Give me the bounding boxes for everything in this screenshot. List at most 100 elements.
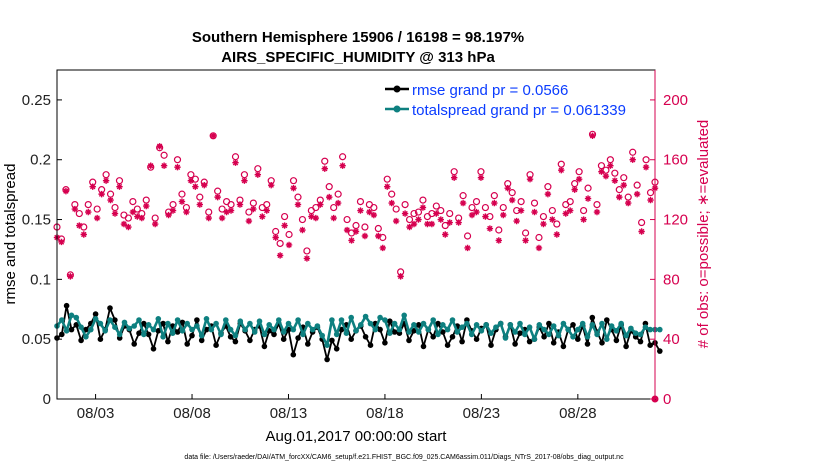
- obs-evaluated-point: [76, 222, 83, 229]
- y-left-tick-label: 0.25: [22, 92, 51, 109]
- rmse-series-point: [560, 343, 567, 350]
- obs-evaluated-point: [450, 174, 458, 181]
- obs-evaluated-point: [357, 207, 364, 214]
- spread-series-point: [401, 312, 408, 319]
- spread-series-point: [642, 324, 649, 331]
- rmse-series-point: [261, 343, 268, 350]
- obs-evaluated-point: [209, 132, 217, 139]
- obs-possible-point: [405, 215, 414, 224]
- spread-series-point: [560, 320, 567, 327]
- obs-evaluated-point: [93, 214, 101, 222]
- obs-possible-point: [571, 180, 579, 188]
- rmse-series-point: [131, 341, 137, 347]
- spread-series-point: [502, 335, 509, 341]
- obs-possible-point: [414, 208, 423, 216]
- obs-possible-point: [624, 193, 632, 201]
- spread-series-point: [63, 328, 70, 334]
- spread-series-point: [237, 318, 244, 325]
- obs-evaluated-point: [263, 207, 270, 214]
- obs-evaluated-point: [156, 143, 163, 150]
- rmse-series-point: [348, 336, 355, 343]
- obs-evaluated-point: [312, 214, 320, 222]
- spread-series-point: [473, 322, 480, 328]
- spread-series-point: [531, 336, 538, 343]
- obs-evaluated-point: [67, 273, 74, 280]
- spread-series-point: [570, 334, 576, 340]
- obs-possible-point: [499, 203, 507, 212]
- spread-series-point: [594, 331, 600, 338]
- spread-series-point: [198, 332, 205, 339]
- chart-title-line1: Southern Hemisphere 15906 / 16198 = 98.1…: [192, 29, 524, 46]
- obs-evaluated-point: [85, 208, 92, 216]
- rmse-series-point: [324, 356, 330, 363]
- obs-evaluated-point: [254, 171, 262, 178]
- spread-series-point: [507, 322, 514, 328]
- obs-possible-point: [115, 177, 124, 185]
- rmse-series-point: [150, 346, 157, 352]
- x-tick-label: 08/03: [77, 405, 115, 422]
- spread-series-point: [353, 328, 359, 334]
- spread-series-point: [68, 312, 75, 319]
- obs-evaluated-point: [442, 231, 449, 238]
- rmse-series-point: [411, 328, 417, 334]
- spread-series-point: [150, 326, 157, 333]
- obs-evaluated-point: [236, 201, 244, 208]
- obs-possible-point: [459, 192, 467, 200]
- rmse-series-point: [329, 337, 335, 344]
- obs-evaluated-point: [107, 196, 114, 204]
- obs-possible-point: [272, 227, 280, 236]
- spread-series-point: [189, 326, 195, 333]
- obs-possible-point: [129, 198, 137, 206]
- spread-series-point: [121, 319, 128, 326]
- obs-possible-point: [124, 214, 133, 222]
- rmse-series-point: [290, 351, 297, 358]
- obs-possible-point: [633, 181, 641, 189]
- rmse-series-point: [160, 320, 166, 327]
- obs-possible-point: [196, 193, 204, 201]
- obs-evaluated-point: [339, 162, 346, 169]
- spread-series-point: [112, 324, 118, 331]
- rmse-series-point: [179, 319, 186, 326]
- obs-evaluated-point: [241, 177, 248, 184]
- rmse-series-point: [367, 342, 374, 349]
- spread-series-point: [169, 330, 176, 337]
- spread-series-point: [194, 323, 200, 329]
- obs-evaluated-point: [125, 223, 132, 231]
- rmse-series-point: [420, 343, 427, 350]
- obs-evaluated-point: [607, 162, 614, 169]
- obs-possible-point: [84, 200, 92, 209]
- spread-series-point: [478, 328, 485, 334]
- spread-series-point: [136, 317, 142, 323]
- rmse-series-point: [623, 343, 629, 350]
- obs-possible-point: [629, 148, 637, 156]
- legend: rmse grand pr = 0.0566 totalspread grand…: [382, 76, 650, 122]
- spread-series-point: [276, 317, 282, 323]
- rmse-series-point: [112, 317, 118, 323]
- x-axis-label: Aug.01,2017 00:00:00 start: [266, 428, 448, 445]
- rmse-series-point: [657, 348, 663, 354]
- obs-possible-point: [93, 205, 101, 213]
- spread-series-point: [623, 332, 629, 339]
- rmse-series-point: [141, 320, 147, 327]
- rmse-series-point: [526, 338, 533, 345]
- obs-evaluated-point: [89, 183, 96, 190]
- obs-evaluated-point: [348, 237, 355, 244]
- obs-evaluated-point: [58, 238, 65, 246]
- obs-possible-point: [517, 198, 525, 206]
- spread-series-point: [579, 320, 586, 327]
- spread-series-point: [174, 317, 181, 323]
- obs-possible-point: [75, 209, 83, 218]
- obs-evaluated-point: [392, 217, 400, 225]
- obs-possible-point: [142, 196, 150, 204]
- obs-evaluated-point: [647, 196, 654, 204]
- spread-series-point: [444, 326, 451, 333]
- obs-evaluated-point: [178, 198, 186, 205]
- obs-evaluated-point: [196, 201, 204, 208]
- spread-series-point: [618, 320, 624, 327]
- obs-possible-point: [477, 168, 485, 176]
- obs-evaluated-point: [330, 214, 337, 222]
- rmse-series-point: [59, 331, 65, 338]
- obs-evaluated-point: [589, 132, 596, 139]
- spread-series-point: [536, 322, 543, 328]
- rmse-series-point: [194, 317, 200, 323]
